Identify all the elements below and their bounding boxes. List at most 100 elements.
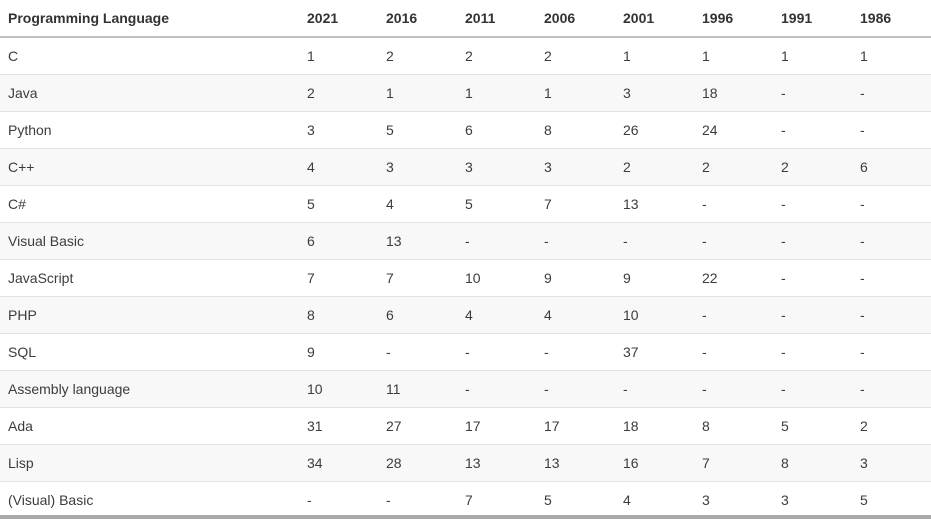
rank-cell: 1 [307,48,315,64]
table-row: Python 3 5 6 8 26 24- - [0,111,931,149]
rank-cell: 3 [694,481,773,518]
rank-cell: - [536,370,615,408]
rank-cell: 16 [615,444,694,482]
rank-cell: 34 [299,444,378,482]
column-header-year-2021: 2021 [299,0,378,38]
column-header-year-2006: 2006 [536,0,615,38]
rank-cell: - [852,111,931,149]
rank-cell: 2 [544,48,552,64]
rank-cell: 18 [694,74,773,112]
table-row: C# 5 4 5 7 13- - - [0,185,931,223]
table-header: Programming Language 2021 2016 2011 2006 2001… [0,0,931,38]
table-row: SQL 9- - -37- - - [0,333,931,371]
rank-cell: - [852,74,931,112]
language-cell: Python [0,111,299,149]
rank-cell: 3 [457,148,536,186]
table-row: Lisp 34 28 13 13 16 7 8 3 [0,444,931,482]
rank-cell: 11 [378,370,457,408]
rank-cell: 6 [299,222,378,260]
rank-cell: - [694,296,773,334]
table-row: PHP 8 6 4 4 10- - - [0,296,931,334]
rank-cell: - [694,185,773,223]
rank-cell: 13 [536,444,615,482]
rank-cell: - [852,185,931,223]
rank-cell: - [852,333,931,371]
rank-cell: 18 [615,407,694,445]
rank-cell: 3 [378,148,457,186]
rank-cell: 13 [378,222,457,260]
language-cell: JavaScript [0,259,299,297]
rank-cell: 2 [852,407,931,445]
rank-cell: - [694,222,773,260]
rank-cell: - [773,296,852,334]
rank-cell: 7 [694,444,773,482]
horizontal-scrollbar[interactable] [0,515,931,519]
rank-cell: 1 [536,74,615,112]
column-header-year-1986: 1986 [852,0,931,38]
rank-cell: 6 [457,111,536,149]
rank-cell: 37 [615,333,694,371]
rank-cell: - [457,222,536,260]
rank-cell: 1 [457,74,536,112]
rank-cell: 26 [615,111,694,149]
rank-cell: 10 [457,259,536,297]
column-header-year-2016: 2016 [378,0,457,38]
rank-cell: 9 [299,333,378,371]
rank-cell: 8 [773,444,852,482]
rank-cell: - [852,370,931,408]
rank-cell: - [773,185,852,223]
rank-cell: 5 [852,481,931,518]
rank-cell: 5 [536,481,615,518]
language-cell: C [8,48,19,64]
rank-cell: 5 [378,111,457,149]
rank-cell: 2 [465,48,473,64]
rank-cell: 7 [378,259,457,297]
rank-cell: - [694,333,773,371]
rank-cell: 3 [773,481,852,518]
rank-cell: - [536,333,615,371]
rank-cell: 8 [536,111,615,149]
rank-cell: 5 [299,185,378,223]
rank-cell: - [615,222,694,260]
header-row: Programming Language 2021 2016 2011 2006 2001… [0,0,931,38]
rank-cell: 2 [694,148,773,186]
table-row: Ada 31 27 17 17 18 8 5 2 [0,407,931,445]
rank-cell: 3 [615,74,694,112]
language-cell: Java [0,74,299,112]
rank-cell: 1 [623,48,631,64]
rank-cell: 13 [615,185,694,223]
rank-cell: 10 [299,370,378,408]
rank-cell: 10 [615,296,694,334]
rank-cell: 6 [852,148,931,186]
rank-cell: - [299,481,378,518]
rank-cell: 2 [386,48,394,64]
rank-cell: 3 [299,111,378,149]
rank-cell: 28 [378,444,457,482]
rank-cell: 6 [378,296,457,334]
rank-cell: - [694,370,773,408]
rank-cell: 9 [536,259,615,297]
rank-cell: 2 [615,148,694,186]
rank-cell: - [378,333,457,371]
rank-cell: 4 [457,296,536,334]
table-row: (Visual) Basic - -7 5 4 3 3 5 [0,481,931,518]
rank-cell: - [773,111,852,149]
rank-cell: 17 [457,407,536,445]
rank-cell: 31 [299,407,378,445]
rank-cell: 7 [299,259,378,297]
rank-cell: 8 [299,296,378,334]
column-header-year-1996: 1996 [694,0,773,38]
language-cell: Ada [0,407,299,445]
rank-cell: - [773,370,852,408]
language-cell: C++ [0,148,299,186]
rank-cell: 5 [773,407,852,445]
rank-cell: 24 [694,111,773,149]
rank-cell: - [378,481,457,518]
table-row: JavaScript 7 7 10 9 9 22- - [0,259,931,297]
rank-cell: 2 [299,74,378,112]
rank-cell: 3 [852,444,931,482]
column-header-year-1991: 1991 [773,0,852,38]
rank-cell: - [852,296,931,334]
rank-cell: 4 [378,185,457,223]
